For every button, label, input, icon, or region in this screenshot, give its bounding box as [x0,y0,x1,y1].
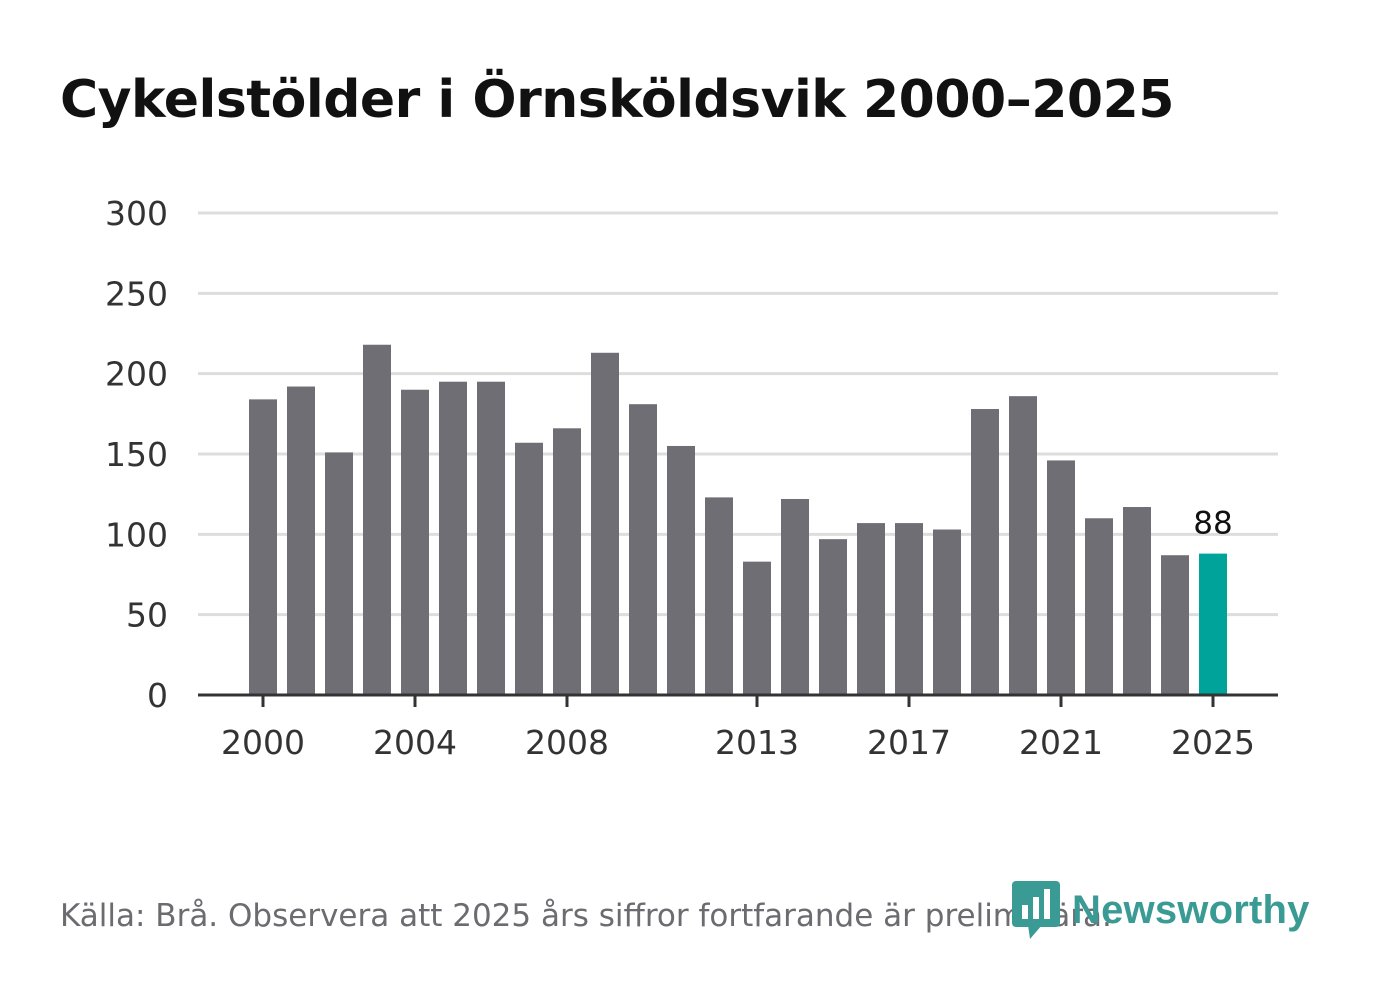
brand-name: Newsworthy [1072,887,1310,932]
x-tick-label-2021: 2021 [1019,723,1103,762]
y-tick-label-50: 50 [126,596,168,635]
x-axis [198,693,1278,707]
bar-2008 [553,428,581,695]
bar-2019 [971,409,999,695]
x-tick-label-2008: 2008 [525,723,609,762]
data-label-2025: 88 [1193,506,1232,542]
x-tick-label-2013: 2013 [715,723,799,762]
bar-2025 [1199,553,1227,695]
x-tick-label-2017: 2017 [867,723,951,762]
bar-2009 [591,352,619,695]
bar-2001 [287,386,315,695]
bar-2020 [1009,396,1037,695]
bar-2017 [895,523,923,695]
bar-2016 [857,523,885,695]
bars [249,344,1227,695]
y-tick-label-100: 100 [105,515,168,554]
y-tick-label-300: 300 [105,194,168,233]
bar-2010 [629,404,657,695]
bar-2002 [325,452,353,695]
x-tick-label-2025: 2025 [1171,723,1255,762]
y-tick-label-250: 250 [105,274,168,313]
bar-2022 [1085,518,1113,695]
y-tick-label-0: 0 [147,676,168,715]
y-tick-label-200: 200 [105,355,168,394]
chart-title: Cykelstölder i Örnsköldsvik 2000–2025 [60,70,1174,130]
bar-2007 [515,442,543,695]
x-axis-tick-labels: 2000 2004 2008 2013 2017 2021 2025 [221,723,1255,762]
bar-2023 [1123,507,1151,695]
bar-2006 [477,381,505,695]
bar-2018 [933,529,961,695]
bar-2000 [249,399,277,695]
y-axis-tick-labels: 0 50 100 150 200 250 300 [105,194,168,715]
bar-2003 [363,344,391,695]
data-labels: 88 [1193,506,1232,542]
newsworthy-logo-icon [1012,881,1060,939]
x-tick-label-2004: 2004 [373,723,457,762]
bar-2005 [439,381,467,695]
bar-2013 [743,561,771,695]
bar-2011 [667,445,695,695]
bar-2004 [401,389,429,695]
bar-2024 [1161,555,1189,695]
bar-2015 [819,539,847,695]
x-tick-label-2000: 2000 [221,723,305,762]
bar-2021 [1047,460,1075,695]
source-note: Källa: Brå. Observera att 2025 års siffr… [60,898,1112,934]
y-tick-label-150: 150 [105,435,168,474]
gridlines [198,211,1278,617]
bar-2014 [781,498,809,695]
bar-2012 [705,497,733,695]
newsworthy-logo[interactable]: Newsworthy [1010,878,1310,942]
